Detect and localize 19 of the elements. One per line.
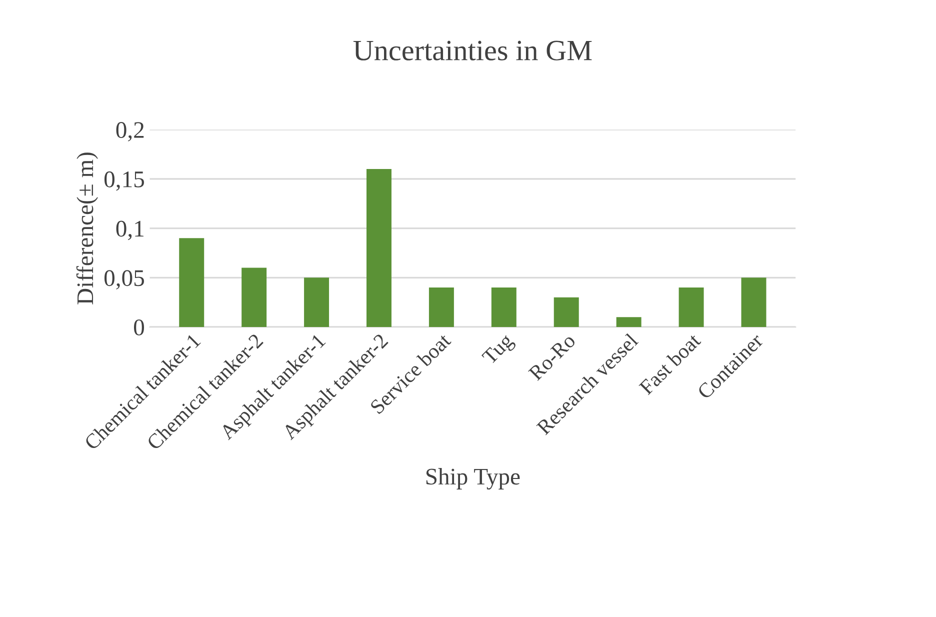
x-axis-title: Ship Type	[426, 468, 520, 490]
bar	[179, 238, 204, 328]
y-axis-title: Difference(± m)	[76, 152, 98, 304]
y-tick-label: 0,05	[104, 270, 144, 290]
bar	[741, 278, 766, 328]
bar	[304, 278, 330, 328]
bar	[428, 288, 454, 328]
x-tick-label: Tug	[482, 332, 517, 368]
y-tick-label: 0,15	[104, 171, 144, 191]
bar	[366, 169, 392, 328]
bar	[242, 268, 267, 328]
bar	[491, 288, 516, 328]
y-tick-label: 0,1	[116, 220, 144, 240]
bar	[554, 297, 579, 328]
bar	[616, 317, 642, 328]
chart-title: Uncertainties in GM	[353, 40, 592, 60]
bar	[678, 288, 704, 328]
y-tick-label: 0,2	[116, 122, 144, 142]
y-tick-label: 0	[134, 320, 144, 336]
